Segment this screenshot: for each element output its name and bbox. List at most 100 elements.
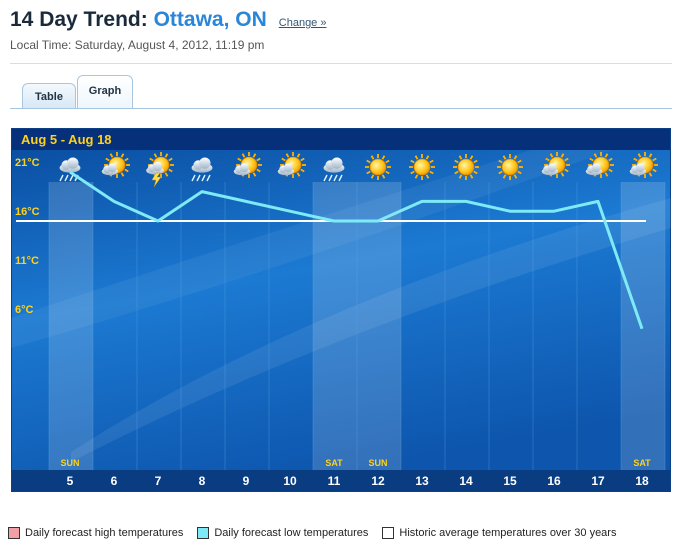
sun-ray: [633, 157, 638, 162]
cloud-part: [591, 163, 601, 173]
legend-historic-swatch: [382, 527, 395, 539]
sun-ray: [513, 155, 518, 160]
sun-ray: [252, 172, 257, 177]
rain-drop: [338, 174, 343, 182]
sun-cloud-icon: [585, 152, 614, 178]
sun-cloud-icon: [629, 152, 658, 178]
sun-ray: [652, 168, 657, 173]
sun-ray: [124, 157, 129, 162]
weekend-band: [357, 182, 401, 470]
cloud-part: [67, 157, 79, 169]
rain-cloud-icon: [59, 157, 81, 182]
sun-ray: [385, 159, 390, 164]
x-tick-label: 5: [67, 474, 74, 488]
sun-ray: [549, 153, 554, 158]
page-title: 14 Day Trend: Ottawa, ON: [10, 8, 267, 32]
trend-chart-svg: Aug 5 - Aug 1836°C31°C26°C21°C16°C11°C6°…: [11, 128, 671, 492]
sun-disc: [457, 158, 475, 176]
sun-ray: [458, 174, 463, 179]
sun-ray: [124, 168, 129, 173]
cloud-part: [547, 163, 557, 173]
sun-ray: [454, 159, 459, 164]
sun-ray: [593, 153, 598, 158]
sun-ray: [252, 153, 257, 158]
cloud-part: [239, 163, 249, 173]
legend-low-label: Daily forecast low temperatures: [214, 527, 369, 539]
legend-high-label: Daily forecast high temperatures: [25, 527, 184, 539]
sun-ray: [604, 172, 609, 177]
chart-title: Aug 5 - Aug 18: [21, 132, 112, 147]
sun-ray: [414, 174, 419, 179]
sun-ray: [429, 170, 434, 175]
page-header: 14 Day Trend: Ottawa, ON Change » Local …: [10, 8, 672, 52]
legend-historic: Historic average temperatures over 30 ye…: [382, 527, 616, 539]
trend-chart: Aug 5 - Aug 1836°C31°C26°C21°C16°C11°C6°…: [11, 128, 671, 492]
x-tick-label: 6: [111, 474, 118, 488]
sun-ray: [564, 157, 569, 162]
sun-ray: [370, 174, 375, 179]
sun-ray: [120, 172, 125, 177]
sun-icon: [409, 154, 435, 180]
legend-high-swatch: [8, 527, 20, 539]
x-tick-label: 7: [155, 474, 162, 488]
sun-ray: [458, 155, 463, 160]
weekend-label: SUN: [60, 458, 79, 468]
sun-ray: [498, 170, 503, 175]
sun-ray: [473, 159, 478, 164]
legend-low: Daily forecast low temperatures: [197, 527, 368, 539]
tab-graph[interactable]: Graph: [77, 75, 133, 109]
lightning-bolt: [151, 172, 162, 188]
cloud-part: [635, 163, 645, 173]
tab-table[interactable]: Table: [22, 83, 76, 108]
weekend-label: SUN: [368, 458, 387, 468]
weekend-band: [621, 182, 665, 470]
sun-ray: [469, 174, 474, 179]
sun-ray: [564, 168, 569, 173]
sun-ray: [410, 159, 415, 164]
weekend-band: [313, 182, 357, 470]
rain-drop: [196, 174, 201, 182]
sun-cloud-icon: [101, 152, 130, 178]
sun-ray: [513, 174, 518, 179]
sun-ray: [241, 153, 246, 158]
cloud-part: [107, 163, 117, 173]
sun-ray: [385, 170, 390, 175]
rain-drop: [64, 174, 69, 182]
sun-ray: [370, 155, 375, 160]
sun-ray: [168, 168, 173, 173]
sun-disc: [369, 158, 387, 176]
x-tick-label: 18: [635, 474, 649, 488]
sun-ray: [285, 153, 290, 158]
cloud-part: [331, 157, 343, 169]
sun-cloud-icon: [233, 152, 262, 178]
sun-ray: [502, 155, 507, 160]
rain-cloud-icon: [191, 157, 213, 182]
rain-drop: [206, 174, 211, 182]
sun-disc: [501, 158, 519, 176]
sun-cloud-icon: [541, 152, 570, 178]
x-tick-label: 15: [503, 474, 517, 488]
sun-ray: [517, 159, 522, 164]
sun-ray: [153, 153, 158, 158]
rain-cloud-icon: [323, 157, 345, 182]
sun-ray: [414, 155, 419, 160]
sun-ray: [425, 174, 430, 179]
sun-ray: [300, 168, 305, 173]
sun-ray: [120, 153, 125, 158]
sun-ray: [652, 157, 657, 162]
sun-ray: [608, 157, 613, 162]
change-location-link[interactable]: Change »: [278, 17, 327, 29]
rain-drop: [191, 174, 196, 182]
x-tick-label: 14: [459, 474, 473, 488]
rain-drop: [323, 174, 328, 182]
legend-low-swatch: [197, 527, 210, 539]
tab-divider: [10, 108, 672, 109]
weekend-label: SAT: [633, 458, 651, 468]
sun-ray: [164, 153, 169, 158]
chart-title-bar: [12, 129, 670, 150]
sun-ray: [502, 174, 507, 179]
sun-icon: [453, 154, 479, 180]
sun-ray: [545, 157, 550, 162]
weekend-label: SAT: [325, 458, 343, 468]
rain-drop: [328, 174, 333, 182]
